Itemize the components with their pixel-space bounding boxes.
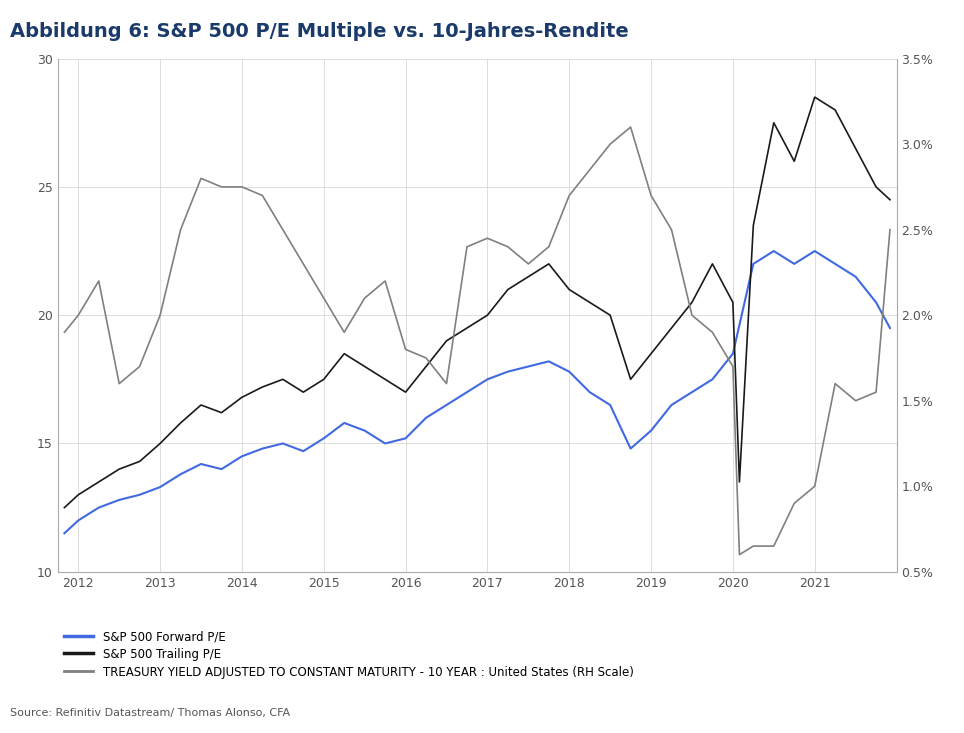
Text: Abbildung 6: S&P 500 P/E Multiple vs. 10-Jahres-Rendite: Abbildung 6: S&P 500 P/E Multiple vs. 10… xyxy=(10,22,629,41)
Legend: S&P 500 Forward P/E, S&P 500 Trailing P/E, TREASURY YIELD ADJUSTED TO CONSTANT M: S&P 500 Forward P/E, S&P 500 Trailing P/… xyxy=(64,630,633,679)
Text: Source: Refinitiv Datastream/ Thomas Alonso, CFA: Source: Refinitiv Datastream/ Thomas Alo… xyxy=(10,708,290,718)
